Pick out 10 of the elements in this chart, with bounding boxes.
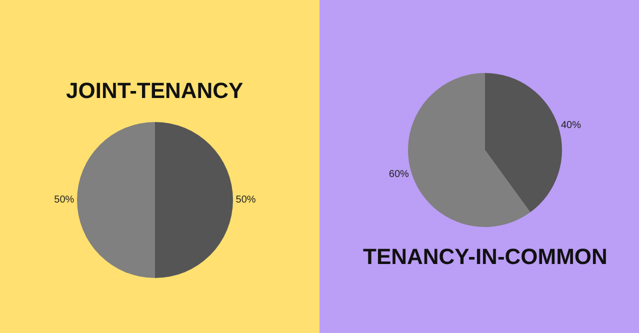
data-label: 50% [236,194,256,206]
pie-slice [485,73,562,212]
data-label: 60% [388,168,410,180]
data-label: 40% [560,120,582,132]
text: TENANCY-IN-COMMON [363,244,608,269]
pie-slice [408,73,530,227]
data-label: 50% [54,194,74,206]
pie-slice [155,122,233,278]
chart-title: JOINT-TENANCY [66,78,244,103]
pie-slice [77,122,155,278]
